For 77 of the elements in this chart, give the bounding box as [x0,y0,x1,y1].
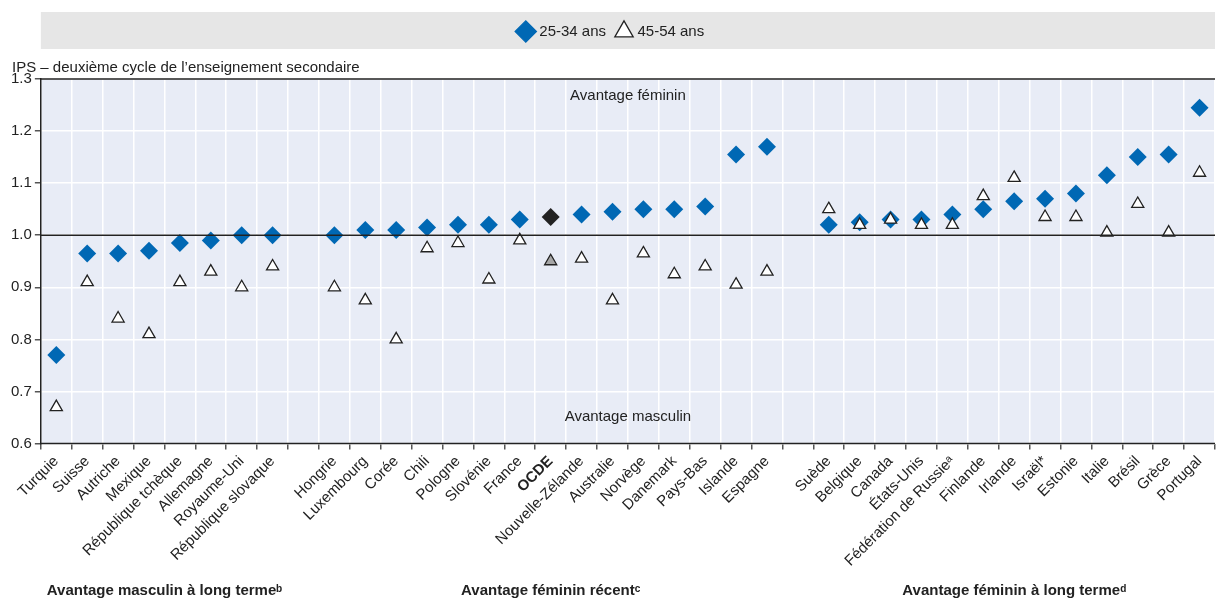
annotation: Avantage masculin [564,406,692,424]
point [634,200,653,219]
point [605,292,620,305]
point [665,200,684,219]
point [760,264,774,276]
point [945,217,960,229]
legend-label: 25-34 ans [539,21,606,39]
text: Avantage féminin récentᶜ [461,581,641,599]
point [47,345,66,364]
point [1131,196,1145,209]
point [479,215,498,234]
point [1036,189,1055,208]
point [729,277,743,289]
point [170,234,189,253]
point [201,231,220,250]
point [914,217,929,229]
point [265,258,280,271]
y-tick-label: 1.2 [10,121,32,139]
point [819,215,838,234]
point [1192,165,1207,177]
point [387,221,406,240]
point [204,264,218,276]
point [510,210,529,229]
point [173,274,187,287]
point [572,205,591,224]
point [541,207,560,226]
point [1007,170,1021,183]
point [482,271,496,284]
point [1097,166,1116,185]
point [883,211,898,224]
point [1066,184,1085,203]
point [1128,148,1147,167]
point [234,279,249,292]
point [109,244,128,263]
point [696,197,715,216]
point [448,215,467,234]
point [49,399,64,412]
point [976,188,990,201]
legend-label: 45-54 ans [637,21,705,39]
point [80,274,94,287]
point [140,241,158,260]
point [389,331,403,344]
point [1069,209,1083,222]
text: Avantage féminin à long termeᵈ [902,581,1127,599]
point [974,200,993,219]
point [603,202,622,221]
point [636,245,651,258]
annotation: Avantage féminin [570,86,686,104]
point [667,266,681,279]
y-tick-label: 0.6 [10,433,32,451]
point [543,253,558,266]
point [111,310,125,323]
y-tick-label: 1.1 [10,173,32,191]
point [513,232,527,245]
point [451,235,465,248]
point [1190,98,1209,117]
point [356,221,375,240]
point [327,279,342,292]
point [1005,192,1024,211]
y-tick-label: 1.0 [10,225,32,243]
point [574,251,589,263]
text: Avantage masculin à long termeᵇ [46,581,283,599]
point [142,326,156,339]
y-tick-label: 0.9 [10,277,32,295]
y-tick-label: 0.8 [10,329,32,347]
point [358,292,372,305]
point [418,218,437,237]
point [78,244,97,263]
point [757,137,776,156]
point [1159,145,1178,164]
y-tick-label: 0.7 [10,381,32,399]
point [698,258,712,271]
point [852,217,867,229]
point [420,240,434,253]
point [1038,209,1052,222]
point [822,201,836,214]
point [727,145,746,164]
